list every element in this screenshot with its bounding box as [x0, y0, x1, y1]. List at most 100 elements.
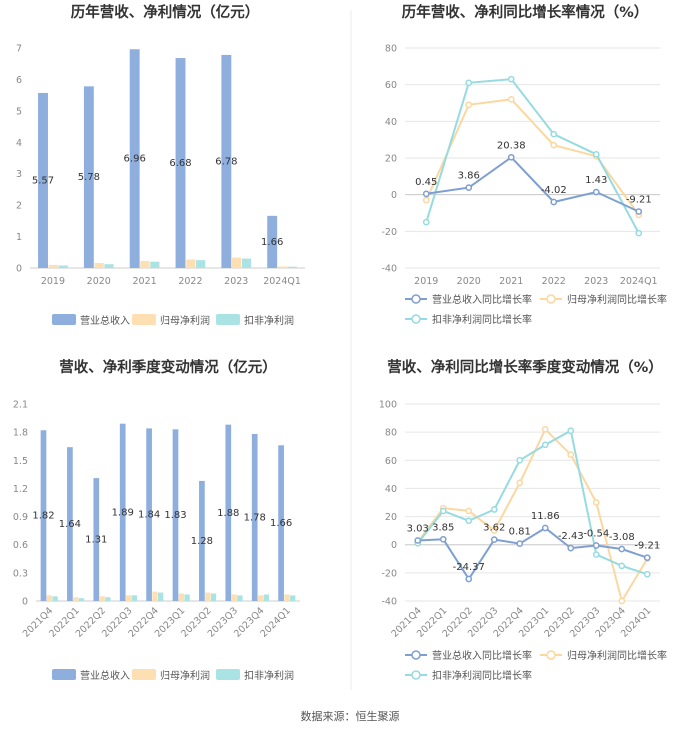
quarterly-growth-point-series0: [567, 544, 575, 552]
annual-revenue-data-label: 6.78: [215, 156, 237, 167]
annual-revenue-y-tick-label: 6: [16, 75, 22, 86]
annual-growth-y-tick-label: 20: [385, 154, 397, 165]
annual-growth-line-series2: [425, 78, 640, 234]
quarterly-revenue-bar-series1: [125, 595, 132, 601]
quarterly-revenue-data-label: 1.64: [59, 519, 81, 530]
quarterly-revenue-legend-label: 归母净利润: [160, 669, 210, 682]
quarterly-revenue-data-label: 1.28: [191, 536, 213, 547]
annual-growth-legend-label: 扣非净利润同比增长率: [432, 313, 532, 326]
quarterly-growth-data-label: -24.37: [453, 562, 485, 573]
annual-growth-data-label: 0.45: [415, 177, 437, 188]
quarterly-growth-y-tick-label: 20: [385, 512, 397, 523]
annual-growth-y-tick-label: 0: [391, 190, 397, 201]
annual-revenue-y-tick-label: 3: [16, 169, 22, 180]
quarterly-revenue-bar-series0: [225, 424, 232, 601]
quarterly-growth-point-series2: [541, 441, 549, 449]
annual-growth-y-tick-label: -40: [381, 264, 397, 275]
quarterly-growth-point-series0: [439, 535, 447, 543]
annual-growth-point-series1: [550, 141, 558, 149]
quarterly-revenue-y-tick-label: 0.9: [13, 512, 28, 523]
annual-growth-x-tick-label: 2020: [457, 276, 481, 287]
annual-revenue-bar-series1: [140, 261, 150, 268]
quarterly-revenue-legend-swatch: [52, 669, 76, 680]
annual-growth-point-series2: [550, 130, 558, 138]
quarterly-revenue-bar-series2: [237, 595, 243, 601]
quarterly-revenue-bar-series0: [251, 434, 258, 601]
annual-revenue-bar-series1: [277, 266, 288, 268]
quarterly-revenue-y-tick-label: 1.2: [13, 484, 28, 495]
chart-title-annual-revenue: 历年营收、净利情况（亿元）: [71, 3, 260, 21]
annual-revenue-legend-label: 扣非净利润: [244, 314, 294, 327]
annual-growth-x-tick-label: 2019: [414, 276, 438, 287]
annual-growth-x-tick-label: 2024Q1: [620, 276, 658, 287]
quarterly-revenue-bar-series2: [158, 592, 164, 601]
quarterly-growth-legend-marker: [411, 650, 421, 660]
annual-growth-y-tick-label: 60: [385, 80, 397, 91]
quarterly-growth-legend-marker: [411, 670, 421, 680]
annual-revenue-bar-series2: [104, 264, 114, 268]
annual-revenue-bar-series2: [196, 260, 206, 268]
quarterly-growth-legend-label: 归母净利润同比增长率: [567, 649, 667, 662]
quarterly-growth-point-series1: [541, 425, 549, 433]
quarterly-revenue-bar-series1: [99, 596, 105, 601]
quarterly-revenue-bar-series1: [231, 594, 237, 601]
quarterly-growth-point-series2: [465, 517, 473, 525]
quarterly-growth-y-tick-label: 40: [385, 484, 397, 495]
quarterly-growth-point-series1: [490, 527, 498, 534]
annual-revenue-data-label: 5.57: [32, 175, 54, 186]
annual-revenue-x-tick-label: 2023: [224, 276, 248, 287]
quarterly-growth-legend-label: 扣非净利润同比增长率: [432, 669, 532, 682]
annual-revenue-bar-series1: [48, 264, 58, 268]
annual-growth-point-series0: [592, 188, 600, 196]
quarterly-growth-data-label: 3.62: [483, 523, 505, 534]
annual-growth-point-series2: [507, 75, 515, 83]
quarterly-revenue-bar-series0: [93, 478, 100, 601]
quarterly-growth-point-series0: [541, 524, 549, 532]
quarterly-growth-point-series0: [643, 554, 651, 562]
chart-title-annual-growth: 历年营收、净利同比增长率情况（%）: [402, 3, 649, 21]
annual-growth-legend-marker: [411, 314, 421, 324]
quarterly-growth-y-tick-label: -20: [381, 568, 397, 579]
annual-growth-legend-marker: [546, 294, 556, 304]
annual-growth-point-series2: [465, 79, 473, 87]
quarterly-growth-data-label: 3.85: [432, 522, 454, 533]
annual-revenue-legend-swatch: [132, 314, 156, 325]
annual-revenue-legend-label: 归母净利润: [160, 314, 210, 327]
quarterly-revenue-y-tick-label: 1.5: [13, 456, 28, 467]
annual-revenue-bar-series2: [241, 258, 252, 268]
quarterly-revenue-y-tick-label: 0.3: [13, 568, 28, 579]
quarterly-growth-point-series1: [592, 499, 600, 506]
annual-revenue-bar-series0: [129, 49, 140, 268]
annual-revenue-legend-swatch: [216, 314, 240, 325]
annual-growth-line-series0: [426, 155, 640, 213]
quarterly-revenue-data-label: 1.66: [270, 518, 292, 529]
annual-revenue-bar-series0: [267, 215, 278, 268]
quarterly-growth-point-series2: [592, 551, 600, 558]
quarterly-revenue-y-tick-label: 0.6: [13, 540, 28, 551]
quarterly-revenue-bar-series1: [284, 594, 290, 601]
quarterly-growth-data-label: -0.54: [583, 528, 609, 539]
quarterly-growth-point-series1: [516, 479, 524, 487]
quarterly-revenue-bar-series1: [257, 595, 264, 601]
annual-growth-point-series1: [507, 95, 515, 103]
quarterly-revenue-bar-series0: [199, 480, 205, 601]
quarterly-growth-point-series1: [465, 507, 473, 515]
quarterly-revenue-data-label: 1.82: [32, 511, 54, 522]
annual-revenue-x-tick-label: 2022: [178, 276, 202, 287]
quarterly-growth-point-series0: [618, 545, 626, 553]
quarterly-revenue-data-label: 1.31: [85, 535, 107, 546]
quarterly-revenue-bar-series0: [278, 445, 284, 601]
quarterly-growth-point-series2: [490, 506, 498, 513]
quarterly-revenue-bar-series1: [205, 592, 211, 601]
quarterly-growth-point-series0: [592, 542, 600, 549]
quarterly-revenue-bar-series1: [178, 593, 185, 601]
quarterly-growth-y-tick-label: 60: [385, 456, 397, 467]
quarterly-revenue-bar-series2: [52, 596, 58, 601]
annual-revenue-bar-series0: [175, 58, 186, 268]
quarterly-revenue-bar-series0: [40, 430, 47, 601]
quarterly-growth-line-series2: [417, 429, 648, 576]
annual-revenue-y-tick-label: 2: [16, 201, 22, 212]
quarterly-growth-point-series2: [567, 427, 575, 435]
quarterly-revenue-bar-series1: [152, 591, 158, 601]
